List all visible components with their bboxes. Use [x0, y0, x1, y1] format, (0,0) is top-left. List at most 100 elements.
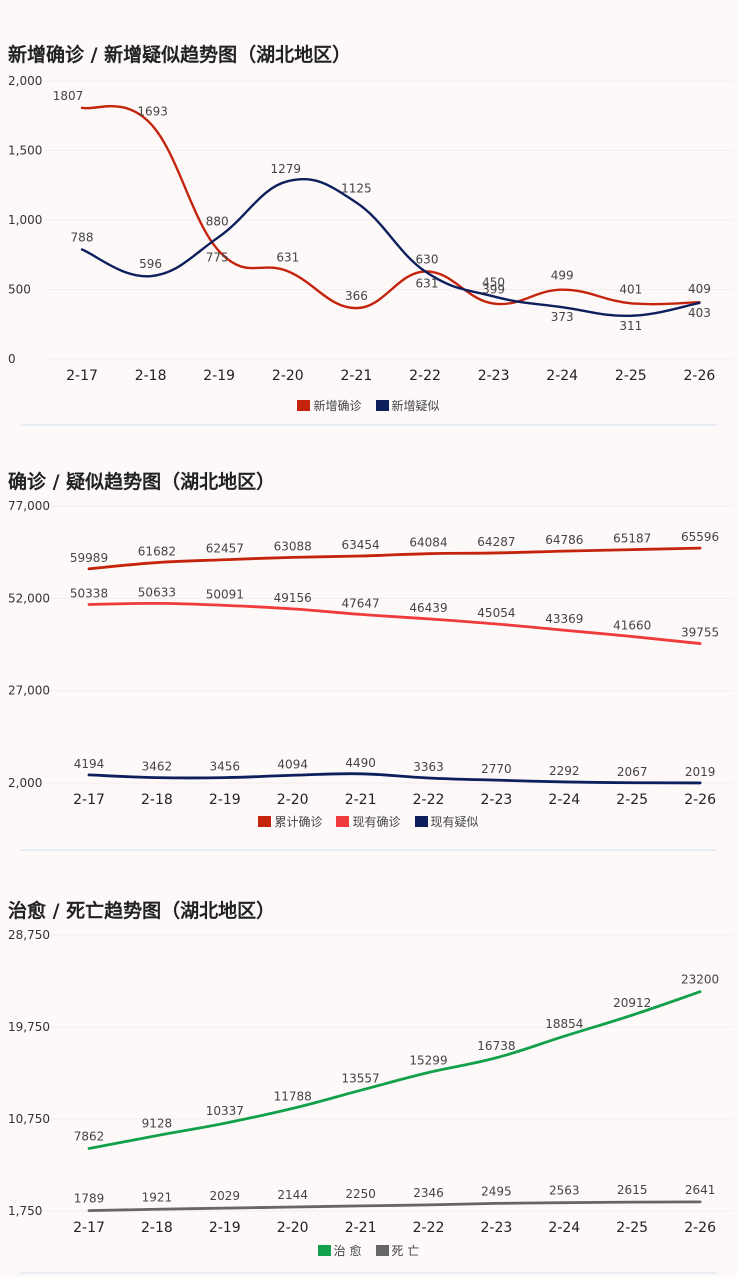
- legend-item[interactable]: 死 亡: [375, 1242, 419, 1259]
- data-label: 4094: [277, 757, 308, 771]
- data-label: 10337: [206, 1104, 244, 1118]
- x-tick-label: 2-18: [135, 368, 167, 384]
- legend-label: 新增疑似: [391, 399, 440, 413]
- data-label: 65596: [681, 530, 719, 544]
- data-label: 49156: [274, 591, 312, 605]
- legend-item[interactable]: 现有确诊: [336, 813, 401, 830]
- data-label: 2019: [685, 765, 716, 779]
- x-tick-label: 2-18: [141, 1220, 173, 1236]
- data-label: 59989: [70, 551, 108, 565]
- series-line: [80, 104, 701, 310]
- data-label: 13557: [342, 1071, 380, 1085]
- data-label: 2615: [617, 1183, 648, 1197]
- legend-item[interactable]: 现有疑似: [414, 813, 479, 830]
- y-tick-label: 52,000: [8, 591, 50, 605]
- series-line: [87, 772, 702, 785]
- legend-swatch: [375, 1245, 389, 1256]
- legend-item[interactable]: 累计确诊: [258, 813, 322, 830]
- data-label: 401: [619, 282, 642, 296]
- legend-swatch: [414, 816, 428, 827]
- y-tick-label: 2,000: [8, 776, 42, 790]
- series-line: [80, 177, 701, 318]
- data-label: 50338: [70, 586, 108, 600]
- legend-swatch: [297, 400, 311, 411]
- y-tick-label: 77,000: [8, 499, 50, 513]
- legend-swatch: [375, 400, 389, 411]
- x-tick-label: 2-22: [413, 1220, 445, 1236]
- data-label: 2029: [210, 1189, 241, 1203]
- legend-label: 治 愈: [333, 1244, 362, 1258]
- legend-label: 现有疑似: [430, 815, 479, 829]
- data-label: 11788: [274, 1089, 312, 1103]
- data-label: 630: [416, 252, 439, 266]
- data-label: 41660: [613, 619, 651, 633]
- data-label: 409: [688, 282, 711, 296]
- x-tick-label: 2-22: [409, 368, 441, 384]
- data-label: 7862: [74, 1130, 105, 1144]
- legend-swatch: [336, 816, 350, 827]
- data-label: 2144: [277, 1188, 308, 1202]
- data-label: 2641: [685, 1183, 716, 1197]
- data-label: 499: [551, 269, 574, 283]
- data-label: 50091: [206, 587, 244, 601]
- line-chart-confirmed: 77,000 52,000 27,000 2,000 2-17 2-18 2-19 2-20 2…: [8, 499, 733, 808]
- x-tick-label: 2-25: [616, 1220, 648, 1236]
- data-label: 450: [482, 275, 505, 289]
- data-label: 1693: [137, 105, 168, 119]
- y-tick-label: 500: [8, 283, 31, 297]
- y-tick-label: 19,750: [8, 1020, 50, 1034]
- line-chart-new: 2,000 1,500 1,000 500 0 2-17 2-18 2-19 2-20 2-21 2…: [8, 74, 733, 384]
- data-label: 63454: [342, 538, 380, 552]
- data-label: 2770: [481, 762, 512, 776]
- divider: [20, 1272, 717, 1274]
- data-label: 64287: [477, 535, 515, 549]
- x-tick-label: 2-19: [203, 368, 235, 384]
- data-label: 64786: [545, 533, 583, 547]
- legend-label: 累计确诊: [274, 815, 323, 829]
- data-label: 16738: [477, 1039, 515, 1053]
- x-tick-label: 2-24: [548, 792, 580, 808]
- data-label: 64084: [409, 536, 447, 550]
- x-tick-label: 2-26: [684, 792, 716, 808]
- legend-item[interactable]: 新增疑似: [375, 397, 440, 414]
- data-label: 45054: [477, 606, 515, 620]
- data-label: 43369: [545, 612, 583, 626]
- legend: 累计确诊 现有确诊 现有疑似: [0, 813, 737, 830]
- legend-item[interactable]: 治 愈: [317, 1242, 362, 1259]
- data-label: 1807: [53, 89, 84, 103]
- data-label: 9128: [142, 1117, 173, 1131]
- x-tick-label: 2-22: [413, 792, 445, 808]
- data-label: 3456: [210, 760, 241, 774]
- data-label: 63088: [274, 539, 312, 553]
- legend: 治 愈死 亡: [0, 1242, 737, 1259]
- x-tick-label: 2-19: [209, 1220, 241, 1236]
- x-tick-label: 2-26: [684, 1220, 716, 1236]
- x-tick-label: 2-19: [209, 792, 241, 808]
- data-label: 2563: [549, 1184, 580, 1198]
- y-tick-label: 1,750: [8, 1204, 42, 1218]
- series-line: [87, 990, 702, 1150]
- legend-label: 现有确诊: [352, 815, 401, 829]
- x-tick-label: 2-20: [277, 1220, 309, 1236]
- data-label: 2292: [549, 764, 580, 778]
- data-label: 20912: [613, 996, 651, 1010]
- data-label: 399: [482, 283, 505, 297]
- data-label: 1125: [341, 182, 372, 196]
- y-tick-label: 1,500: [8, 144, 42, 158]
- x-tick-label: 2-17: [73, 792, 105, 808]
- data-label: 47647: [342, 596, 380, 610]
- data-label: 61682: [138, 545, 176, 559]
- y-tick-label: 10,750: [8, 1112, 50, 1126]
- chart-title: 确诊 / 疑似趋势图（湖北地区）: [8, 471, 276, 493]
- y-tick-label: 1,000: [8, 213, 42, 227]
- data-label: 366: [345, 289, 368, 303]
- data-label: 1789: [74, 1192, 105, 1206]
- legend-swatch: [258, 816, 272, 827]
- data-label: 65187: [613, 532, 651, 546]
- data-label: 631: [416, 276, 439, 290]
- x-tick-label: 2-25: [616, 792, 648, 808]
- divider: [20, 849, 717, 851]
- legend-item[interactable]: 新增确诊: [297, 397, 362, 414]
- y-tick-label: 0: [8, 352, 16, 366]
- data-label: 1921: [142, 1190, 173, 1204]
